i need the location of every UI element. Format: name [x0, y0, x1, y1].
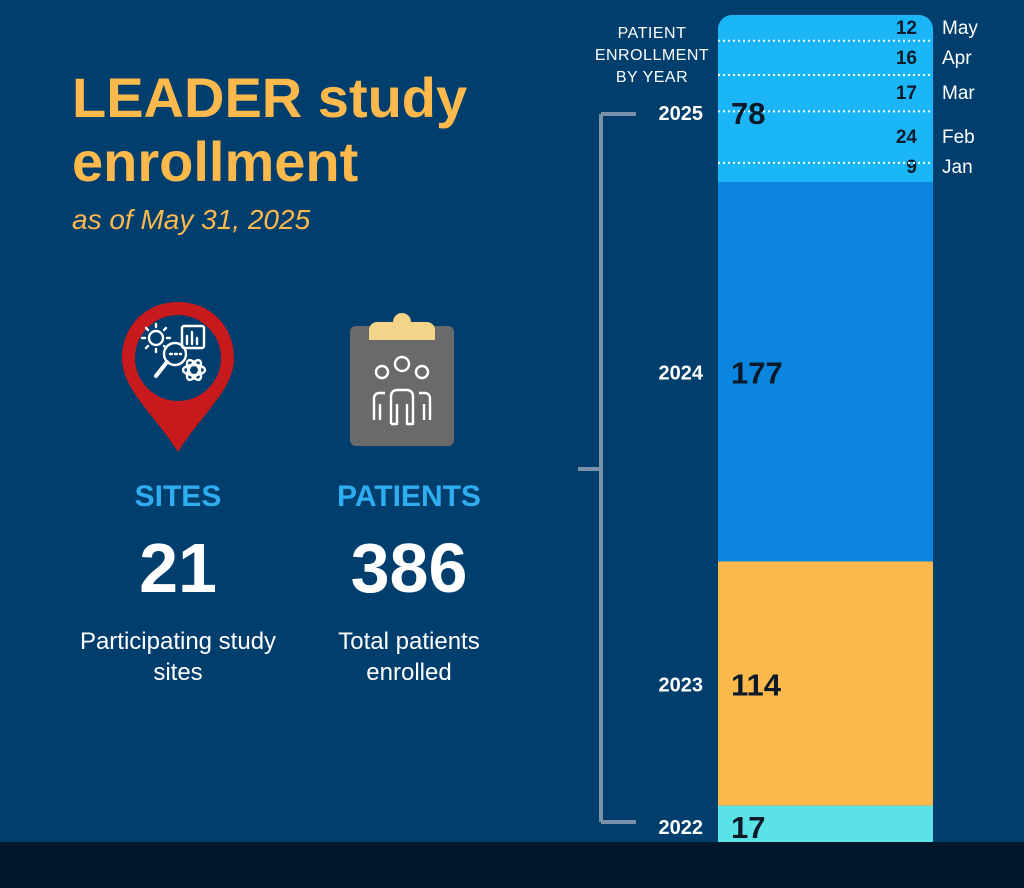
month-value-Apr: 16 [896, 48, 917, 69]
chart-title-line: BY YEAR [616, 69, 688, 86]
page-title: LEADER study enrollment [72, 66, 468, 193]
year-value-2022: 17 [731, 810, 765, 845]
month-label-Apr: Apr [942, 48, 972, 69]
page-subtitle: as of May 31, 2025 [72, 204, 311, 235]
chart-title-line: ENROLLMENT [595, 47, 709, 64]
map-pin-research-icon [122, 302, 234, 452]
sites-label: SITES [134, 480, 222, 513]
year-label-2024: 2024 [659, 363, 704, 385]
year-value-2023: 114 [731, 667, 782, 702]
clipboard-people-icon [350, 313, 454, 446]
year-value-2025: 78 [731, 96, 765, 131]
chart-title-line: PATIENT [618, 25, 687, 42]
bar-segment-2024 [718, 182, 933, 562]
bar-segment-2023 [718, 561, 933, 806]
month-value-May: 12 [896, 18, 917, 39]
year-label-2025: 2025 [659, 103, 704, 125]
year-value-2024: 177 [731, 356, 783, 391]
month-value-Jan: 9 [906, 157, 917, 178]
footer-bar [0, 842, 1024, 888]
month-label-Feb: Feb [942, 127, 975, 148]
month-label-Mar: Mar [942, 83, 975, 104]
sites-description: Participating study sites [79, 628, 277, 686]
bar-segment-2022 [718, 805, 933, 842]
sites-stat: SITES 21 Participating study sites [68, 480, 288, 688]
month-value-Feb: 24 [896, 127, 918, 148]
patients-stat: PATIENTS 386 Total patients enrolled [299, 480, 519, 688]
year-label-2022: 2022 [659, 817, 704, 839]
month-label-Jan: Jan [942, 157, 973, 178]
patients-label: PATIENTS [337, 480, 481, 513]
month-label-May: May [942, 18, 978, 39]
year-label-2023: 2023 [659, 674, 704, 696]
patients-value: 386 [350, 529, 468, 607]
sites-value: 21 [139, 529, 217, 607]
patients-description: Total patients enrolled [338, 628, 480, 686]
bar-segment-2025 [718, 29, 933, 183]
month-value-Mar: 17 [896, 83, 917, 104]
